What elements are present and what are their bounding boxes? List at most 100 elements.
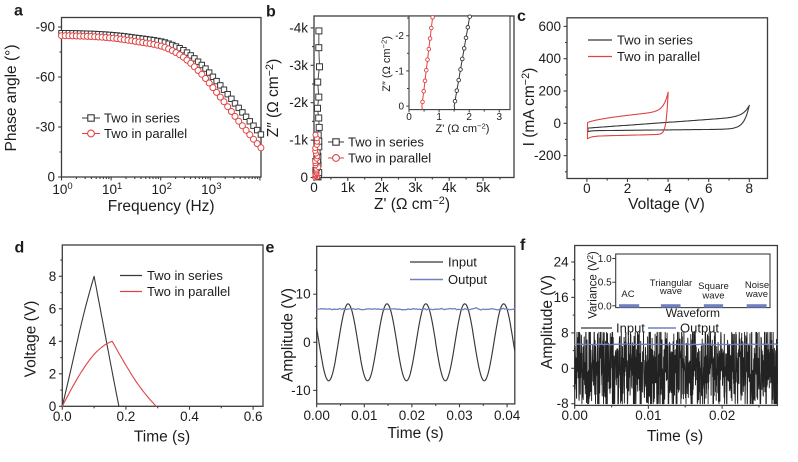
svg-text:Time (s): Time (s) xyxy=(647,428,703,445)
svg-text:Two in parallel: Two in parallel xyxy=(147,284,230,299)
svg-text:Output: Output xyxy=(448,272,487,287)
svg-text:Z' (Ω cm−2): Z' (Ω cm−2) xyxy=(374,195,450,213)
svg-text:Voltage (V): Voltage (V) xyxy=(628,196,705,213)
svg-text:0.2: 0.2 xyxy=(117,409,136,424)
svg-text:Noise: Noise xyxy=(745,280,769,291)
svg-text:d: d xyxy=(15,240,25,257)
svg-text:6: 6 xyxy=(49,301,57,316)
svg-text:0.03: 0.03 xyxy=(446,408,472,423)
svg-text:5k: 5k xyxy=(476,180,491,195)
svg-text:0.02: 0.02 xyxy=(709,408,735,423)
svg-text:0.5: 0.5 xyxy=(598,278,612,289)
svg-text:-1k: -1k xyxy=(289,133,308,148)
svg-text:-30: -30 xyxy=(35,120,55,135)
svg-text:-90: -90 xyxy=(35,20,55,35)
svg-text:0.00: 0.00 xyxy=(562,408,588,423)
svg-text:wave: wave xyxy=(701,291,724,302)
svg-text:4: 4 xyxy=(664,181,672,196)
svg-text:-200: -200 xyxy=(534,148,561,163)
svg-text:Square: Square xyxy=(698,281,729,292)
svg-text:-2k: -2k xyxy=(289,95,308,110)
svg-text:8: 8 xyxy=(49,269,57,284)
svg-text:-3k: -3k xyxy=(289,58,308,73)
svg-text:0.01: 0.01 xyxy=(635,408,661,423)
svg-text:0: 0 xyxy=(300,170,308,185)
svg-text:-10: -10 xyxy=(291,383,311,398)
svg-text:Two in parallel: Two in parallel xyxy=(617,49,700,64)
svg-text:Variance (V2): Variance (V2) xyxy=(586,251,600,319)
svg-text:0.02: 0.02 xyxy=(399,408,425,423)
svg-text:wave: wave xyxy=(659,286,682,297)
svg-text:200: 200 xyxy=(538,84,561,99)
svg-text:0.0: 0.0 xyxy=(53,409,72,424)
svg-text:Output: Output xyxy=(680,321,719,336)
svg-text:0: 0 xyxy=(310,180,318,195)
svg-text:6: 6 xyxy=(705,181,713,196)
svg-text:-2: -2 xyxy=(395,31,404,42)
svg-text:Input: Input xyxy=(616,321,645,336)
svg-text:Two in series: Two in series xyxy=(147,268,223,283)
svg-text:0.0: 0.0 xyxy=(598,301,612,312)
svg-text:2k: 2k xyxy=(374,180,389,195)
svg-text:Time (s): Time (s) xyxy=(387,425,443,442)
svg-text:10: 10 xyxy=(296,287,311,302)
svg-text:0: 0 xyxy=(406,112,412,123)
svg-text:-1: -1 xyxy=(395,66,404,77)
svg-text:0: 0 xyxy=(398,102,404,113)
svg-text:1.0: 1.0 xyxy=(598,254,612,265)
svg-text:Two in series: Two in series xyxy=(104,111,180,126)
svg-text:Phase angle (°): Phase angle (°) xyxy=(3,44,20,151)
svg-text:1: 1 xyxy=(436,112,442,123)
svg-text:AC: AC xyxy=(621,289,634,300)
svg-text:Amplitude (V): Amplitude (V) xyxy=(280,288,297,382)
svg-text:Time (s): Time (s) xyxy=(134,429,190,446)
svg-text:wave: wave xyxy=(745,289,768,300)
svg-text:Triangular: Triangular xyxy=(650,278,692,289)
svg-text:4k: 4k xyxy=(442,180,457,195)
svg-text:0: 0 xyxy=(303,335,311,350)
svg-text:1k: 1k xyxy=(341,180,356,195)
svg-text:Amplitude (V): Amplitude (V) xyxy=(539,275,556,369)
svg-text:f: f xyxy=(520,237,526,254)
svg-text:24: 24 xyxy=(554,255,570,270)
svg-text:Voltage (V): Voltage (V) xyxy=(23,301,40,378)
svg-text:e: e xyxy=(266,240,275,257)
svg-text:a: a xyxy=(14,3,23,20)
svg-text:Frequency (Hz): Frequency (Hz) xyxy=(108,198,215,215)
svg-text:0: 0 xyxy=(583,181,591,196)
svg-text:b: b xyxy=(266,4,276,21)
svg-text:c: c xyxy=(517,8,526,25)
svg-text:0: 0 xyxy=(561,361,569,376)
svg-text:Two in series: Two in series xyxy=(617,33,693,48)
svg-text:2: 2 xyxy=(624,181,632,196)
svg-text:Z″ (Ω cm−2): Z″ (Ω cm−2) xyxy=(264,59,282,138)
svg-text:0: 0 xyxy=(49,399,57,414)
svg-text:0.6: 0.6 xyxy=(244,409,263,424)
svg-text:-8: -8 xyxy=(557,396,569,411)
svg-text:0.00: 0.00 xyxy=(304,408,330,423)
svg-text:Two in series: Two in series xyxy=(348,135,424,150)
svg-text:3: 3 xyxy=(497,112,503,123)
svg-text:0.4: 0.4 xyxy=(180,409,199,424)
svg-text:0: 0 xyxy=(553,116,561,131)
svg-text:-60: -60 xyxy=(35,70,55,85)
svg-text:8: 8 xyxy=(561,325,569,340)
svg-text:Z″ (Ω cm−2): Z″ (Ω cm−2) xyxy=(380,36,394,92)
svg-text:8: 8 xyxy=(746,181,754,196)
svg-text:Z' (Ω cm−2): Z' (Ω cm−2) xyxy=(436,122,490,136)
svg-text:Input: Input xyxy=(448,255,477,270)
svg-text:16: 16 xyxy=(554,290,569,305)
svg-text:0.01: 0.01 xyxy=(351,408,377,423)
svg-text:Waveform: Waveform xyxy=(666,306,720,320)
svg-text:4: 4 xyxy=(49,334,57,349)
svg-text:3k: 3k xyxy=(408,180,423,195)
svg-text:0: 0 xyxy=(47,170,55,185)
svg-text:Two in parallel: Two in parallel xyxy=(104,126,187,141)
svg-text:600: 600 xyxy=(538,19,561,34)
svg-text:-4k: -4k xyxy=(289,20,308,35)
svg-text:2: 2 xyxy=(49,366,57,381)
svg-text:0.04: 0.04 xyxy=(494,408,521,423)
svg-text:2: 2 xyxy=(466,112,472,123)
svg-text:400: 400 xyxy=(538,51,561,66)
svg-text:I (mA cm−2): I (mA cm−2) xyxy=(520,68,538,147)
